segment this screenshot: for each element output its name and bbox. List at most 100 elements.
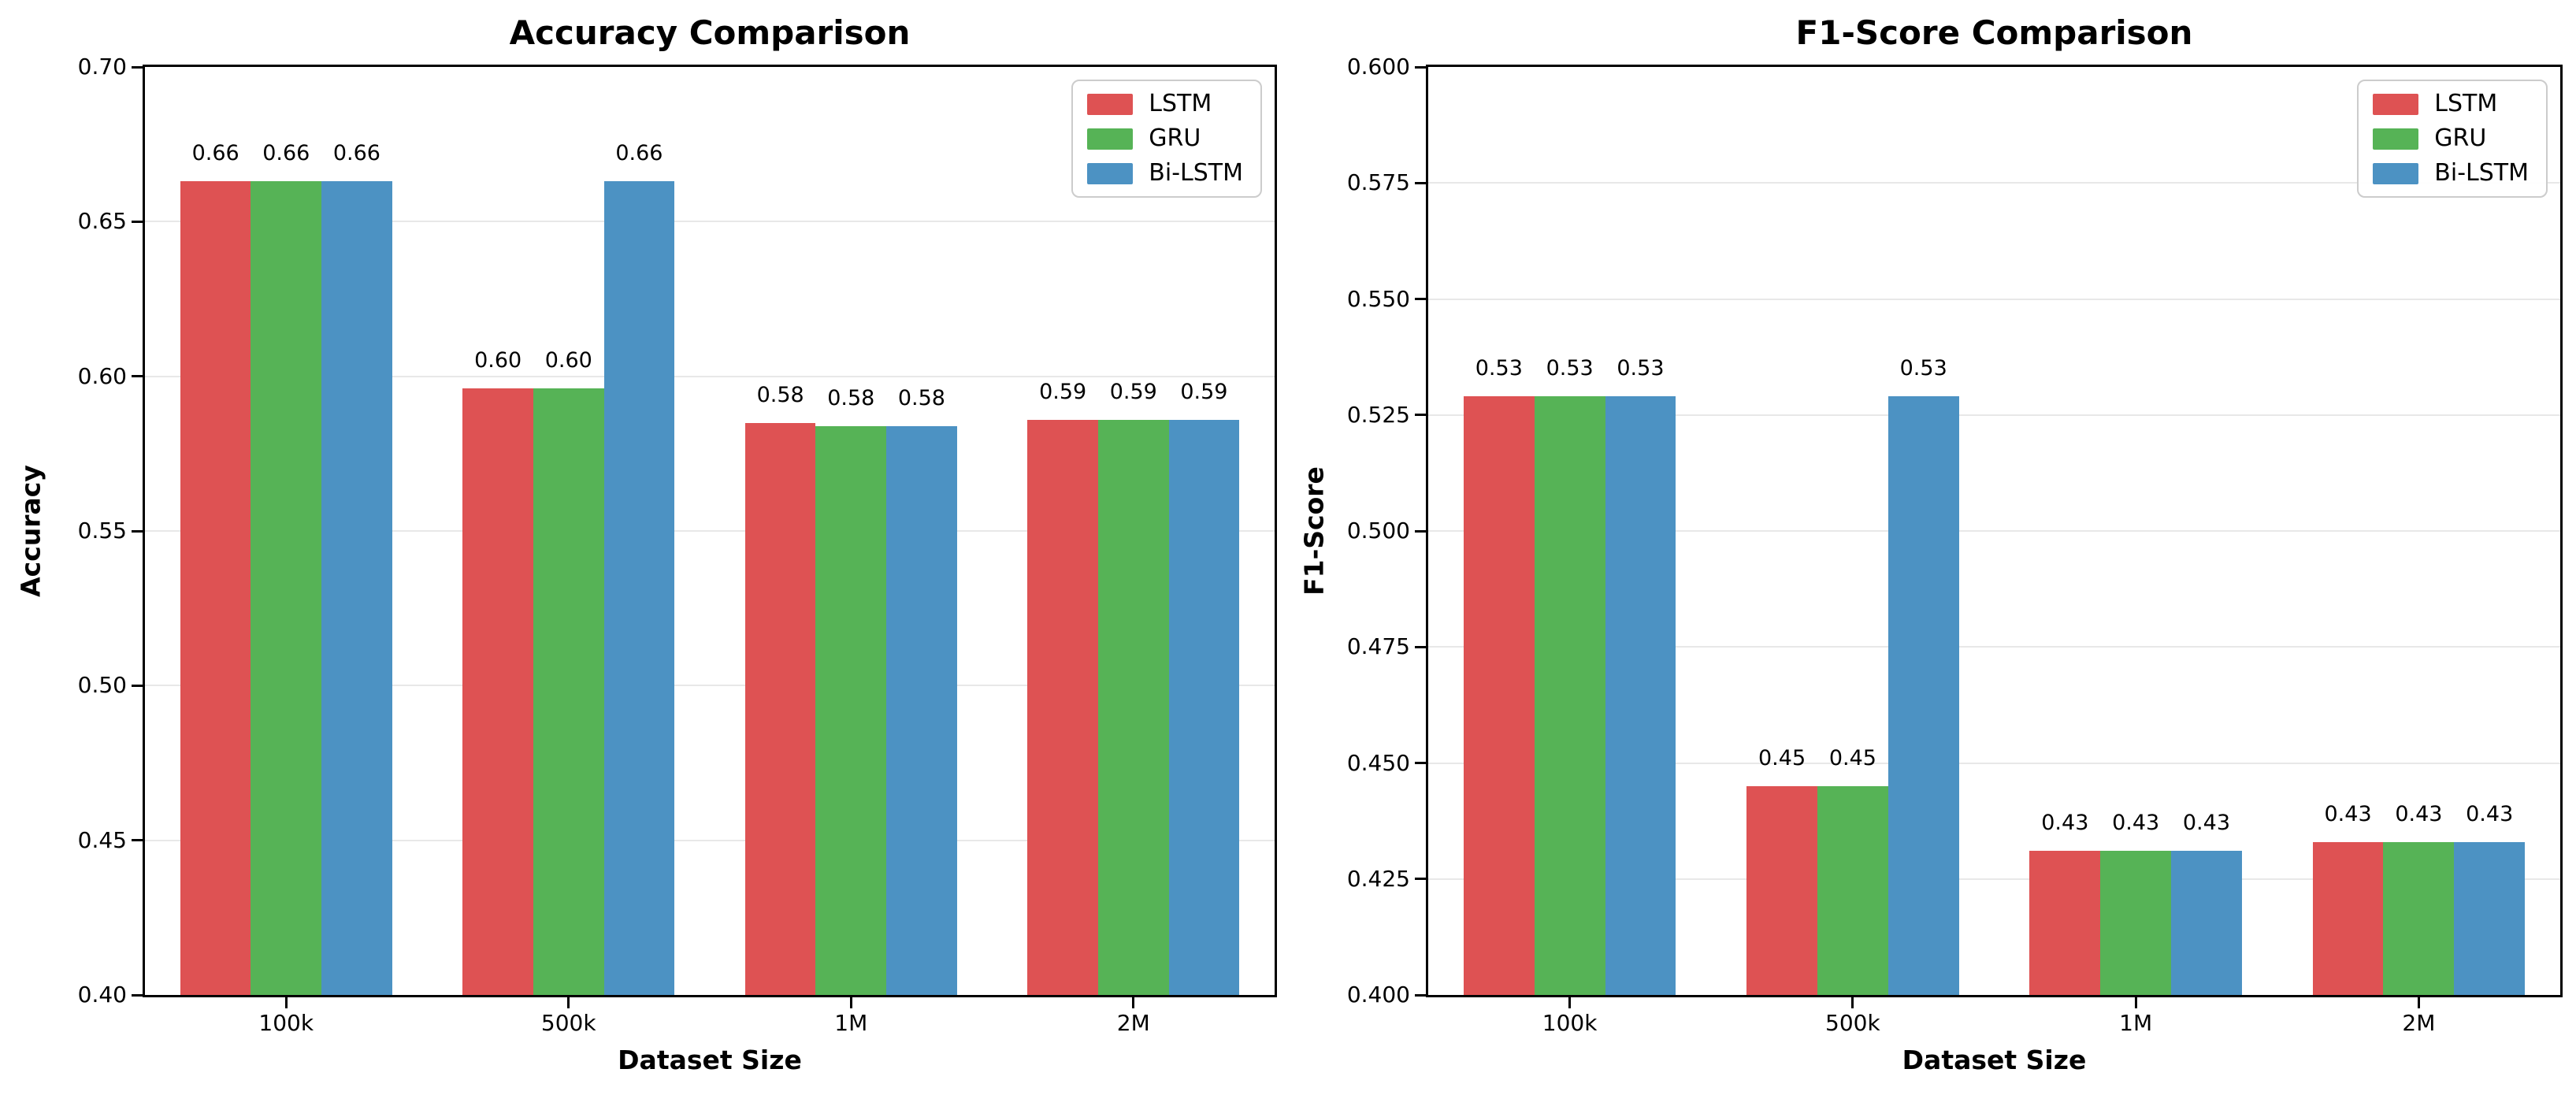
x-tick-label: 2M — [1116, 1010, 1150, 1036]
y-tick-mark — [132, 65, 143, 69]
y-tick-label: 0.60 — [77, 362, 127, 389]
y-tick-mark — [1415, 993, 1426, 997]
bar-value-label: 0.59 — [1039, 379, 1087, 404]
x-tick-mark — [567, 997, 570, 1008]
y-tick-label: 0.550 — [1346, 285, 1410, 312]
bar-gru-1M — [2100, 851, 2172, 995]
bar-value-label: 0.43 — [2041, 811, 2089, 836]
bar-bi-lstm-100k — [1605, 396, 1676, 995]
legend-row-lstm: LSTM — [2373, 92, 2529, 116]
bar-value-label: 0.66 — [191, 141, 239, 166]
bar-bi-lstm-500k — [603, 181, 675, 995]
legend-label: GRU — [2434, 124, 2487, 152]
bar-value-label: 0.45 — [1828, 745, 1876, 770]
bar-value-label: 0.59 — [1109, 379, 1157, 404]
bar-gru-100k — [251, 181, 322, 995]
y-tick-label: 0.400 — [1346, 982, 1410, 1008]
bar-value-label: 0.60 — [544, 348, 592, 373]
y-tick-label: 0.55 — [77, 518, 127, 544]
bar-lstm-500k — [1746, 785, 1817, 995]
chart-title: F1-Score Comparison — [1795, 13, 2193, 52]
bar-lstm-2M — [2312, 841, 2384, 995]
bar-gru-500k — [1817, 785, 1888, 995]
y-tick-mark — [132, 684, 143, 687]
bar-value-label: 0.43 — [2395, 801, 2443, 826]
legend-swatch-bi-lstm — [1087, 162, 1134, 184]
x-tick-label: 2M — [2402, 1010, 2436, 1036]
x-tick-label: 500k — [540, 1010, 596, 1036]
bar-gru-100k — [1534, 396, 1605, 995]
y-gridline — [145, 375, 1275, 377]
y-gridline — [1428, 298, 2560, 300]
x-tick-mark — [1568, 997, 1572, 1008]
bar-lstm-100k — [180, 181, 251, 995]
legend: LSTM GRU Bi-LSTM — [2357, 80, 2548, 198]
y-gridline — [1428, 646, 2560, 648]
bar-value-label: 0.58 — [756, 382, 804, 407]
bar-value-label: 0.66 — [262, 141, 310, 166]
legend-row-bi-lstm: Bi-LSTM — [2373, 161, 2529, 185]
bar-bi-lstm-1M — [886, 425, 957, 995]
bar-bi-lstm-500k — [1887, 396, 1959, 995]
y-tick-label: 0.500 — [1346, 518, 1410, 544]
bar-lstm-500k — [462, 388, 533, 995]
y-tick-label: 0.475 — [1346, 633, 1410, 660]
bar-value-label: 0.43 — [2466, 801, 2514, 826]
x-tick-label: 100k — [1542, 1010, 1598, 1036]
bar-lstm-100k — [1463, 396, 1535, 995]
legend-row-lstm: LSTM — [1087, 92, 1243, 116]
y-tick-mark — [1415, 645, 1426, 648]
legend-label: LSTM — [1149, 90, 1212, 117]
bar-value-label: 0.43 — [2182, 811, 2230, 836]
bar-value-label: 0.58 — [897, 385, 945, 410]
y-tick-mark — [1415, 529, 1426, 533]
y-tick-label: 0.600 — [1346, 54, 1410, 80]
bar-lstm-2M — [1027, 419, 1098, 995]
y-tick-label: 0.45 — [77, 826, 127, 853]
bar-value-label: 0.43 — [2324, 801, 2372, 826]
bar-value-label: 0.66 — [332, 141, 380, 166]
y-tick-mark — [1415, 878, 1426, 881]
x-tick-mark — [1132, 997, 1135, 1008]
bar-value-label: 0.53 — [1899, 356, 1947, 381]
legend-label: GRU — [1149, 124, 1201, 152]
legend-row-gru: GRU — [1087, 127, 1243, 150]
legend-swatch-gru — [2373, 128, 2419, 150]
chart-title: Accuracy Comparison — [509, 13, 911, 52]
bar-gru-2M — [1097, 419, 1169, 995]
x-tick-mark — [284, 997, 288, 1008]
y-gridline — [145, 685, 1275, 687]
legend-swatch-lstm — [2373, 93, 2419, 115]
y-tick-mark — [1415, 414, 1426, 417]
x-tick-label: 1M — [834, 1010, 868, 1036]
bar-gru-1M — [815, 425, 887, 995]
y-tick-label: 0.575 — [1346, 169, 1410, 196]
legend: LSTM GRU Bi-LSTM — [1071, 80, 1262, 198]
legend-label: LSTM — [2434, 90, 2498, 117]
f1-score-chart: F1-Score Comparison F1-Score Dataset Siz… — [1299, 17, 2563, 1073]
y-gridline — [145, 530, 1275, 532]
bar-value-label: 0.66 — [615, 141, 663, 166]
bar-value-label: 0.45 — [1758, 745, 1806, 770]
x-tick-label: 100k — [258, 1010, 314, 1036]
y-tick-mark — [132, 993, 143, 997]
bar-value-label: 0.53 — [1546, 356, 1594, 381]
legend-label: Bi-LSTM — [1149, 159, 1243, 187]
bar-value-label: 0.60 — [474, 348, 522, 373]
bar-value-label: 0.59 — [1180, 379, 1228, 404]
y-tick-label: 0.40 — [77, 982, 127, 1008]
bar-bi-lstm-2M — [1168, 419, 1240, 995]
bar-bi-lstm-100k — [321, 181, 392, 995]
y-tick-label: 0.50 — [77, 672, 127, 699]
y-tick-label: 0.525 — [1346, 401, 1410, 428]
x-tick-mark — [2134, 997, 2137, 1008]
y-gridline — [1428, 530, 2560, 532]
bar-gru-500k — [533, 388, 604, 995]
y-tick-label: 0.65 — [77, 208, 127, 235]
legend-swatch-lstm — [1087, 93, 1134, 115]
legend-swatch-gru — [1087, 128, 1134, 150]
bar-value-label: 0.58 — [827, 385, 875, 410]
y-tick-mark — [1415, 298, 1426, 300]
y-gridline — [1428, 414, 2560, 416]
bar-value-label: 0.53 — [1475, 356, 1523, 381]
